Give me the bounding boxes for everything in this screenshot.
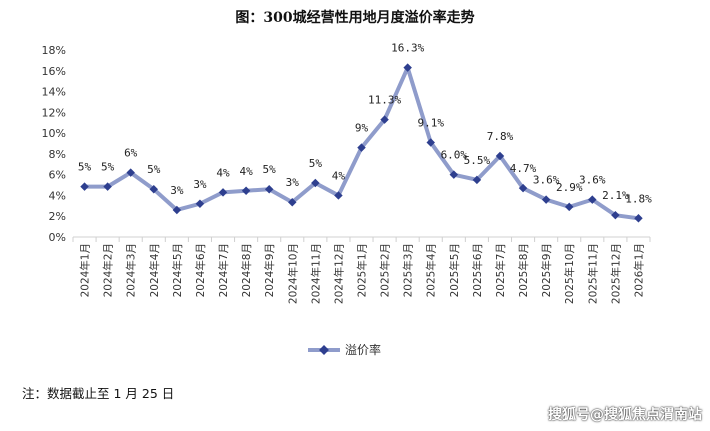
data-label: 3% (286, 176, 300, 189)
x-tick-label: 2025年4月 (425, 243, 438, 297)
x-tick-label: 2024年10月 (286, 243, 299, 304)
data-label: 3% (193, 178, 207, 191)
x-tick-label: 2024年7月 (217, 243, 230, 297)
data-label: 9% (355, 122, 369, 135)
data-label: 5% (263, 163, 277, 176)
data-label: 3% (170, 184, 184, 197)
x-tick-label: 2025年7月 (494, 243, 507, 297)
data-label: 2.1% (602, 189, 629, 202)
data-point (126, 168, 135, 177)
series-line: 5% 5% 6% 5% 3% 3% 4% 4% 5% 3% 5% 4% 9% 11.3% 16.3% 9.1%… (78, 42, 652, 223)
data-label: 16.3% (391, 42, 424, 55)
data-point (241, 186, 251, 196)
legend-label: 溢价率 (345, 342, 381, 357)
data-point (495, 151, 505, 161)
x-tick-label: 2024年8月 (240, 243, 253, 297)
data-point (334, 191, 343, 200)
x-tick-label: 2025年10月 (563, 243, 576, 304)
data-label: 5% (101, 161, 115, 174)
y-axis: 0% 2% 4% 6% 8% 10% 12% 14% 16% 18% (42, 44, 66, 244)
y-tick-label: 18% (42, 44, 66, 57)
x-tick-label: 2025年8月 (517, 243, 530, 297)
x-tick-label: 2024年3月 (125, 243, 138, 297)
data-point (357, 143, 366, 152)
y-tick-label: 0% (49, 231, 66, 244)
legend-marker-swatch (319, 345, 329, 355)
x-tick-label: 2024年11月 (309, 243, 322, 304)
x-tick-label: 2025年12月 (609, 243, 622, 304)
data-label: 7.8% (487, 130, 514, 143)
x-tick-label: 2025年3月 (402, 243, 415, 297)
data-point (311, 178, 320, 188)
y-tick-label: 12% (42, 106, 66, 119)
data-label: 4% (332, 169, 346, 182)
x-tick-label: 2025年9月 (540, 243, 553, 297)
y-tick-label: 8% (49, 148, 66, 161)
x-tick-label: 2025年5月 (448, 243, 461, 297)
x-tick-label: 2025年2月 (379, 243, 392, 297)
x-tick-label: 2024年9月 (263, 243, 276, 297)
data-label: 5.5% (464, 154, 491, 167)
y-tick-label: 10% (42, 127, 66, 140)
x-tick-label: 2024年12月 (332, 243, 345, 304)
watermark: 搜狐号@搜狐焦点渭南站 (548, 407, 702, 423)
y-tick-label: 16% (42, 65, 66, 78)
data-point (426, 138, 435, 147)
data-label: 2.9% (556, 181, 583, 194)
data-point (634, 214, 643, 223)
y-tick-label: 4% (49, 189, 66, 202)
data-label: 3.6% (533, 174, 560, 187)
x-tick-label: 2024年1月 (79, 243, 92, 297)
data-point (288, 197, 297, 207)
data-label: 5% (78, 161, 92, 174)
data-label: 4% (216, 166, 230, 179)
data-label: 6.0% (441, 149, 468, 162)
data-point (380, 115, 389, 124)
data-point (218, 188, 228, 197)
data-point (172, 205, 182, 215)
y-tick-label: 14% (42, 86, 66, 99)
data-label: 5% (147, 163, 161, 176)
data-label: 6% (124, 147, 138, 160)
data-point (403, 63, 412, 72)
x-axis: 2024年1月 2024年2月 2024年3月 2024年4月 2024年5月 2024年… (72, 236, 651, 304)
x-tick-label: 2025年1月 (356, 243, 369, 297)
data-point (103, 182, 112, 191)
x-tick-label: 2025年6月 (471, 243, 484, 297)
data-point (80, 182, 89, 191)
x-tick-label: 2024年6月 (194, 243, 207, 297)
data-point (195, 199, 205, 208)
y-tick-label: 6% (49, 169, 66, 182)
x-tick-label: 2024年4月 (148, 243, 161, 297)
data-label: 5% (309, 157, 323, 170)
y-tick-label: 2% (49, 210, 66, 223)
series-line-path (84, 65, 639, 221)
data-label: 11.3% (368, 94, 401, 107)
data-label: 9.1% (417, 116, 444, 129)
data-point (449, 170, 459, 179)
legend: 溢价率 (308, 342, 381, 357)
data-label: 1.8% (625, 192, 652, 205)
data-point (149, 184, 159, 194)
data-label: 3.6% (579, 174, 606, 187)
data-label: 4.7% (510, 162, 537, 175)
chart-title: 图：300城经营性用地月度溢价率走势 (235, 9, 474, 26)
data-label: 4% (239, 165, 253, 178)
data-point (264, 184, 274, 194)
data-point (472, 175, 482, 185)
x-tick-label: 2026年1月 (632, 243, 645, 297)
x-tick-label: 2025年11月 (586, 243, 599, 304)
footnote: 注：数据截止至 1 月 25 日 (22, 386, 175, 401)
x-tick-label: 2024年5月 (171, 243, 184, 297)
x-tick-label: 2024年2月 (102, 243, 115, 297)
